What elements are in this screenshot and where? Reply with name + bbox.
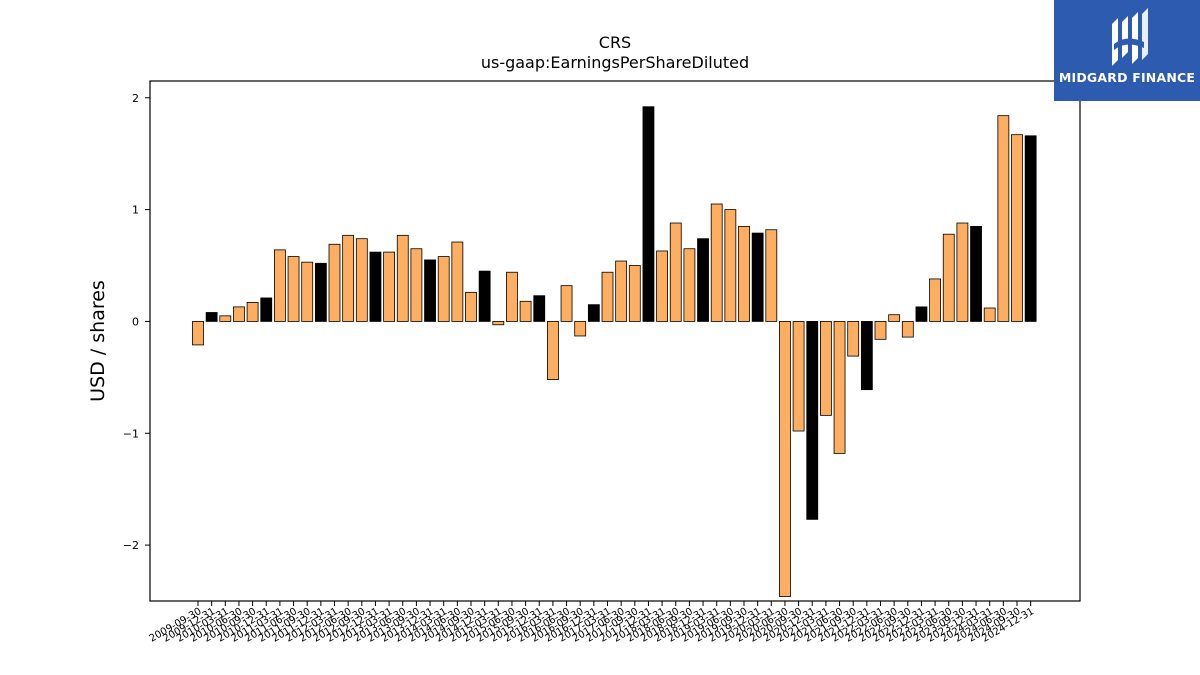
bar-2014-06-30 <box>451 241 464 322</box>
bar-2011-09-30 <box>301 261 314 322</box>
bar-2017-12-31 <box>642 106 655 322</box>
brand-logo: MIDGARD FINANCE <box>1054 0 1200 101</box>
bar-2015-09-30 <box>519 300 532 322</box>
bar-2016-03-31 <box>547 321 559 380</box>
y-tick-label: −2 <box>123 539 139 552</box>
bar-2016-09-30 <box>574 321 587 337</box>
y-tick-label: 2 <box>132 92 139 105</box>
bar-2016-12-31 <box>587 304 600 322</box>
bar-2014-03-31 <box>437 256 450 322</box>
bar-2012-09-30 <box>355 238 368 322</box>
chart-subtitle: us-gaap:EarningsPerShareDiluted <box>481 53 749 72</box>
bar-2021-06-30 <box>833 321 846 454</box>
bar-2021-09-30 <box>847 321 860 357</box>
bar-2010-06-30 <box>233 306 245 322</box>
bar-2014-09-30 <box>465 291 477 322</box>
bar-2022-03-31 <box>874 321 887 340</box>
y-tick-label: 0 <box>132 315 139 328</box>
y-tick-label: 1 <box>132 204 139 217</box>
bar-2009-09-30 <box>192 321 204 346</box>
bar-2020-06-30 <box>779 321 791 597</box>
bar-2023-09-30 <box>956 222 969 322</box>
bar-2016-06-30 <box>560 285 573 322</box>
bar-2011-06-30 <box>287 256 300 322</box>
y-tick-label: −1 <box>123 427 139 440</box>
bar-2018-06-30 <box>669 222 682 322</box>
bar-2022-09-30 <box>901 321 914 338</box>
bar-2015-03-31 <box>492 321 505 326</box>
bar-2017-06-30 <box>615 260 628 322</box>
bar-2011-03-31 <box>273 249 286 322</box>
bar-2022-12-31 <box>915 306 928 322</box>
bar-2017-03-31 <box>601 271 614 322</box>
bar-2024-03-31 <box>983 307 996 322</box>
bar-2024-06-30 <box>997 115 1010 322</box>
bar-2017-09-30 <box>628 265 641 322</box>
bar-2023-06-30 <box>942 233 955 322</box>
bar-2010-12-31 <box>260 297 273 322</box>
bars-group <box>192 106 1037 597</box>
bar-2020-12-31 <box>806 321 819 520</box>
bar-2013-06-30 <box>396 234 409 322</box>
x-axis: 2009-09-302009-12-312010-03-312010-06-30… <box>148 601 1036 645</box>
bar-2019-06-30 <box>724 209 737 322</box>
bar-2019-12-31 <box>751 232 764 322</box>
bar-2012-12-31 <box>369 251 382 322</box>
bar-2021-03-31 <box>820 321 832 416</box>
bar-2019-09-30 <box>738 225 750 322</box>
bar-2013-03-31 <box>383 251 396 322</box>
bar-2023-03-31 <box>929 278 941 322</box>
bar-2012-06-30 <box>342 234 355 322</box>
bar-2010-09-30 <box>246 302 259 322</box>
bar-2015-06-30 <box>506 271 518 322</box>
bar-2013-12-31 <box>424 259 436 322</box>
bar-2012-03-31 <box>328 243 341 322</box>
bar-2018-03-31 <box>656 250 668 322</box>
chart-title: CRS <box>599 33 631 52</box>
bar-2024-12-31 <box>1024 135 1037 322</box>
bar-2019-03-31 <box>710 203 723 322</box>
bar-2011-12-31 <box>314 262 327 322</box>
bar-2013-09-30 <box>410 248 423 322</box>
bar-2022-06-30 <box>888 314 901 322</box>
bar-2020-03-31 <box>765 229 778 322</box>
y-axis-label: USD / shares <box>87 280 109 402</box>
bar-2018-09-30 <box>683 248 696 322</box>
bar-2023-12-31 <box>970 225 982 322</box>
y-axis: −2 −1 0 1 2 <box>123 92 150 552</box>
bar-2021-12-31 <box>860 321 873 391</box>
bar-2010-03-31 <box>219 315 232 322</box>
bar-2009-12-31 <box>205 312 218 322</box>
bar-2015-12-31 <box>533 295 546 322</box>
bar-2024-09-30 <box>1011 134 1023 322</box>
plot-frame <box>149 80 1081 602</box>
bar-2018-12-31 <box>697 238 709 322</box>
bar-2020-09-30 <box>792 321 805 432</box>
brand-logo-text: MIDGARD FINANCE <box>1058 70 1196 85</box>
midgard-logo-icon <box>1112 8 1148 66</box>
bar-2014-12-31 <box>478 270 491 322</box>
